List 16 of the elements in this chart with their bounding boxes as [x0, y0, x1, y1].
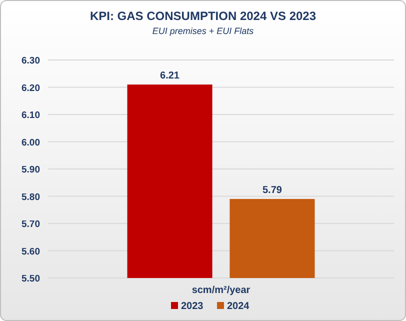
legend-label: 2023 — [181, 301, 204, 312]
data-label: 6.21 — [160, 70, 180, 82]
y-tick-label: 5.90 — [22, 164, 40, 176]
legend-label: 2024 — [227, 301, 250, 312]
y-tick-label: 5.60 — [22, 246, 40, 258]
y-tick-label: 5.70 — [22, 219, 40, 230]
y-tick-label: 6.20 — [22, 82, 40, 94]
y-tick-label: 6.10 — [22, 110, 40, 121]
data-label: 5.79 — [262, 184, 282, 196]
chart-subtitle: EUI premises + EUI Flats — [152, 26, 254, 36]
y-tick-label: 5.80 — [22, 192, 40, 203]
y-tick-label: 6.00 — [22, 137, 40, 148]
chart-title: KPI: GAS CONSUMPTION 2024 VS 2023 — [90, 9, 316, 23]
y-tick-label: 6.30 — [22, 56, 40, 66]
x-tick-label: scm/m²/year — [192, 285, 250, 296]
y-tick-label: 5.50 — [22, 274, 40, 284]
